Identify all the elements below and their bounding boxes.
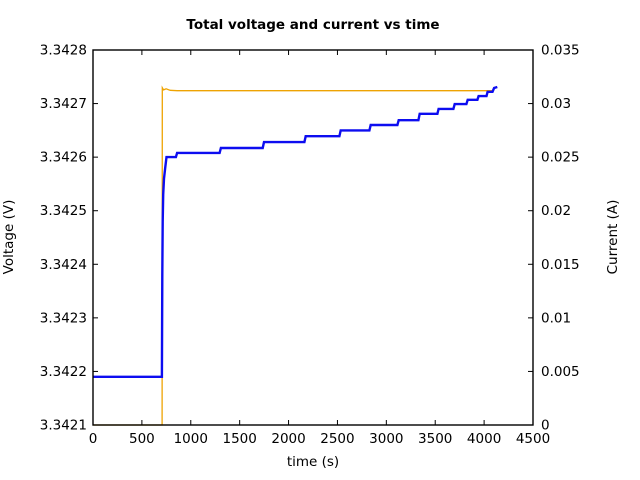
y-left-tick-label: 3.3425 bbox=[40, 203, 87, 219]
x-tick-label: 1000 bbox=[174, 431, 208, 447]
y-left-tick-label: 3.3428 bbox=[40, 43, 87, 59]
x-tick-label: 500 bbox=[129, 431, 155, 447]
current-series bbox=[93, 85, 494, 426]
x-tick-label: 3500 bbox=[418, 431, 452, 447]
voltage-series bbox=[93, 85, 498, 378]
y-right-tick-label: 0.015 bbox=[541, 257, 580, 273]
y-left-tick-label: 3.3421 bbox=[40, 418, 87, 434]
plot-area: 0 500 1000 1500 2000 2500 3000 3500 4000 4500 3.34… bbox=[40, 43, 580, 448]
left-y-axis-label: Voltage (V) bbox=[1, 200, 17, 275]
x-tick-label: 2000 bbox=[271, 431, 305, 447]
y-right-tick-label: 0.02 bbox=[541, 203, 571, 219]
y-left-tick-label: 3.3422 bbox=[40, 364, 87, 380]
x-tick-label: 1500 bbox=[222, 431, 256, 447]
y-right-tick-label: 0.01 bbox=[541, 310, 571, 326]
x-tick-label: 2500 bbox=[320, 431, 354, 447]
y-left-tick-label: 3.3426 bbox=[40, 150, 87, 166]
x-tick-label: 3000 bbox=[369, 431, 403, 447]
y-right-tick-label: 0.035 bbox=[541, 43, 580, 59]
y-left-tick-label: 3.3424 bbox=[40, 257, 87, 273]
y-right-tick-label: 0 bbox=[541, 418, 550, 434]
x-tick-label: 4000 bbox=[467, 431, 501, 447]
x-tick-label: 4500 bbox=[516, 431, 550, 447]
y-left-tick-label: 3.3427 bbox=[40, 96, 87, 112]
y-right-tick-label: 0.005 bbox=[541, 364, 580, 380]
plot-border bbox=[92, 49, 534, 426]
y-left-tick-label: 3.3423 bbox=[40, 310, 87, 326]
x-tick-label: 0 bbox=[89, 431, 98, 447]
chart-title: Total voltage and current vs time bbox=[186, 17, 439, 33]
right-y-axis-label: Current (A) bbox=[605, 200, 621, 275]
x-axis-label: time (s) bbox=[287, 454, 339, 470]
y-right-tick-label: 0.03 bbox=[541, 96, 571, 112]
y-right-tick-label: 0.025 bbox=[541, 150, 580, 166]
